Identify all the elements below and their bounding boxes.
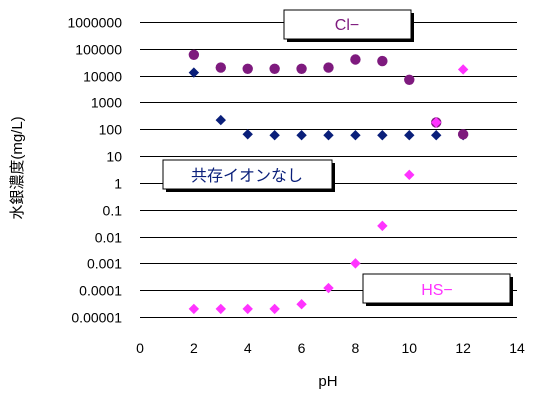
data-points xyxy=(188,49,469,315)
annotation-cl-text: Cl− xyxy=(335,17,359,34)
annotation-none-text: 共存イオンなし xyxy=(191,167,303,185)
y-tick-label: 1000000 xyxy=(67,15,122,31)
data-point xyxy=(377,220,388,232)
data-point xyxy=(350,130,361,141)
data-point xyxy=(431,130,442,141)
x-tick-label: 8 xyxy=(352,340,360,356)
data-point xyxy=(323,282,334,294)
data-point xyxy=(404,130,415,141)
y-tick-label: 100 xyxy=(99,122,123,138)
data-point xyxy=(457,64,469,75)
x-tick-label: 4 xyxy=(244,340,252,356)
data-point xyxy=(269,130,280,141)
data-point xyxy=(377,130,388,141)
x-tick-label: 10 xyxy=(401,340,417,356)
x-tick-label: 2 xyxy=(190,340,198,356)
data-point xyxy=(457,129,469,140)
data-point xyxy=(296,63,307,74)
data-point xyxy=(215,114,226,126)
data-point xyxy=(404,74,415,85)
data-point xyxy=(350,258,361,269)
y-tick-label: 0.001 xyxy=(87,256,122,272)
data-point xyxy=(404,169,415,181)
x-axis-title: pH xyxy=(318,373,337,390)
data-point xyxy=(350,54,361,65)
data-point xyxy=(431,117,442,128)
data-point xyxy=(242,303,253,315)
data-point xyxy=(296,299,307,310)
annotation-hs-text: HS− xyxy=(421,282,453,299)
x-tick-label: 6 xyxy=(298,340,306,356)
data-point xyxy=(188,67,200,78)
data-point xyxy=(242,129,253,140)
data-point xyxy=(188,303,200,315)
annotation-none: 共存イオンなし xyxy=(162,159,335,192)
y-tick-label: 10 xyxy=(106,149,122,165)
data-point xyxy=(323,130,334,141)
annotation-cl: Cl− xyxy=(283,9,414,42)
y-tick-label: 0.0001 xyxy=(79,283,122,299)
y-tick-label: 0.00001 xyxy=(71,310,122,326)
y-tick-label: 1000 xyxy=(91,95,122,111)
data-point xyxy=(269,303,280,315)
data-point xyxy=(377,55,388,67)
x-tick-labels: 0 2 4 6 8 10 12 14 xyxy=(136,340,525,356)
y-tick-label: 10000 xyxy=(83,69,122,85)
data-point xyxy=(215,303,226,315)
annotation-hs: HS− xyxy=(362,273,513,306)
data-point xyxy=(188,49,200,60)
data-point xyxy=(296,130,307,141)
y-tick-label: 0.1 xyxy=(103,203,123,219)
y-tick-label: 100000 xyxy=(75,42,122,58)
data-point xyxy=(215,62,226,73)
x-tick-label: 12 xyxy=(455,340,471,356)
x-tick-label: 14 xyxy=(509,340,525,356)
data-point xyxy=(242,63,253,74)
y-axis-title: 水銀濃度(mg/L) xyxy=(9,116,26,219)
y-tick-labels: 0.00001 0.0001 0.001 0.01 0.1 1 10 100 1000 10000… xyxy=(67,15,122,326)
data-point xyxy=(323,62,334,73)
y-tick-label: 0.01 xyxy=(95,230,122,246)
x-tick-label: 0 xyxy=(136,340,144,356)
data-point xyxy=(269,63,280,74)
y-tick-label: 1 xyxy=(114,176,122,192)
